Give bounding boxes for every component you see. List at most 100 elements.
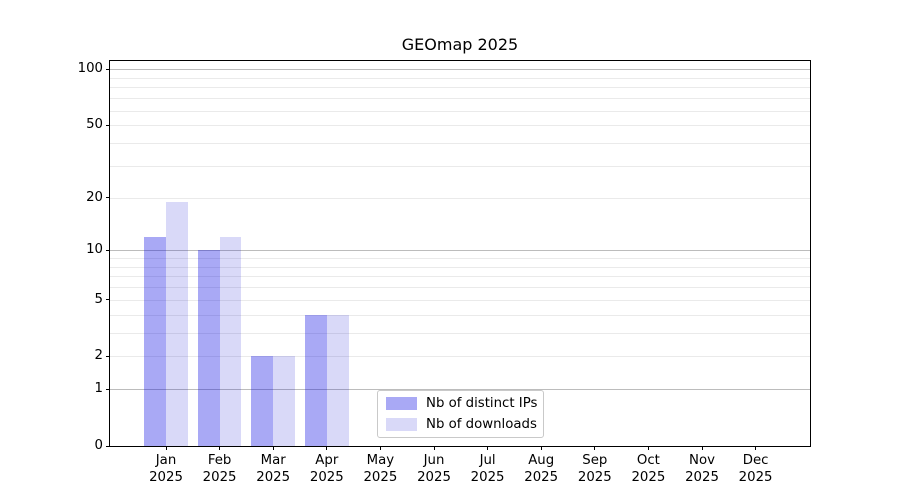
y-tick-label: 50 — [86, 117, 103, 133]
x-tick-year: 2025 — [470, 470, 505, 485]
gridline-minor — [110, 77, 810, 79]
x-tick-label: Oct 2025 — [618, 452, 678, 486]
y-tick — [106, 355, 110, 357]
x-tick-label: Nov 2025 — [672, 452, 732, 486]
gridline-minor — [110, 276, 810, 278]
x-tick-year: 2025 — [524, 470, 559, 485]
x-tick-year: 2025 — [149, 470, 183, 485]
gridline-minor — [110, 87, 810, 89]
x-tick-month: Apr — [315, 453, 339, 468]
y-tick-label: 2 — [94, 348, 103, 364]
gridline-minor — [110, 314, 810, 316]
x-tick — [272, 446, 274, 450]
bar-downloads-mar — [273, 356, 295, 446]
x-tick-year: 2025 — [417, 470, 451, 485]
gridline-major — [110, 250, 810, 252]
gridline-minor — [110, 165, 810, 167]
bar-distinct-ips-jan — [144, 236, 166, 446]
y-tick — [106, 445, 110, 447]
x-tick-month: Dec — [742, 453, 769, 468]
legend-item: Nb of downloads — [386, 417, 543, 432]
y-tick-label: 10 — [86, 242, 103, 258]
x-tick-label: Mar 2025 — [243, 452, 303, 486]
x-tick-label: May 2025 — [350, 452, 410, 486]
x-tick — [540, 446, 542, 450]
x-tick-month: Sep — [582, 453, 608, 468]
x-tick — [487, 446, 489, 450]
gridline-major — [110, 389, 810, 391]
y-tick-label: 5 — [94, 291, 103, 307]
gridline-minor — [110, 299, 810, 301]
y-tick — [106, 68, 110, 70]
x-tick-month: Feb — [207, 453, 232, 468]
gridline-minor — [110, 98, 810, 100]
y-tick — [106, 388, 110, 390]
x-tick-month: Jun — [423, 453, 445, 468]
bar-distinct-ips-feb — [197, 250, 220, 446]
y-tick-label: 100 — [77, 61, 103, 77]
gridline-minor — [110, 110, 810, 112]
legend: Nb of distinct IPs Nb of downloads — [377, 390, 544, 438]
bar-downloads-jan — [166, 201, 188, 446]
x-tick-year: 2025 — [363, 470, 398, 485]
bar-downloads-feb — [219, 236, 242, 446]
x-tick-month: Oct — [636, 453, 660, 468]
gridline-minor — [110, 332, 810, 334]
y-tick — [106, 197, 110, 199]
gridline-minor — [110, 287, 810, 289]
x-tick — [701, 446, 703, 450]
y-tick — [106, 124, 110, 126]
x-tick-year: 2025 — [256, 470, 291, 485]
x-tick-month: Jan — [155, 453, 177, 468]
bar-distinct-ips-apr — [305, 314, 327, 446]
x-tick-month: May — [366, 453, 395, 468]
x-tick — [165, 446, 167, 450]
x-tick-year: 2025 — [577, 470, 612, 485]
chart-title: GEOmap 2025 — [401, 35, 519, 54]
x-tick-year: 2025 — [685, 470, 719, 485]
x-tick-label: Jun 2025 — [404, 452, 464, 486]
legend-swatch-distinct-ips — [386, 397, 417, 410]
x-tick — [433, 446, 435, 450]
x-tick-month: Mar — [260, 453, 286, 468]
plot-area — [109, 60, 811, 447]
x-tick-label: Dec 2025 — [726, 452, 786, 486]
x-tick-label: Aug 2025 — [511, 452, 571, 486]
x-tick-label: Apr 2025 — [297, 452, 357, 486]
gridline-minor — [110, 266, 810, 268]
x-tick — [379, 446, 381, 450]
x-tick-label: Feb 2025 — [190, 452, 250, 486]
gridline-minor — [110, 125, 810, 127]
x-tick-label: Jul 2025 — [458, 452, 518, 486]
x-tick — [647, 446, 649, 450]
y-tick-label: 0 — [94, 438, 103, 453]
y-tick-label: 1 — [94, 381, 103, 397]
y-tick — [106, 299, 110, 301]
gridline-minor — [110, 143, 810, 144]
legend-label: Nb of downloads — [426, 417, 537, 432]
x-tick-label: Jan 2025 — [136, 452, 196, 486]
x-tick-year: 2025 — [202, 470, 237, 485]
x-tick-year: 2025 — [738, 470, 773, 485]
bar-distinct-ips-mar — [251, 356, 274, 446]
x-tick-month: Jul — [479, 453, 496, 468]
legend-item: Nb of distinct IPs — [386, 396, 543, 411]
gridline-minor — [110, 356, 810, 358]
x-tick — [326, 446, 328, 450]
x-tick-month: Nov — [689, 453, 715, 468]
x-tick-month: Aug — [528, 453, 555, 468]
x-tick-year: 2025 — [309, 470, 344, 485]
gridline-minor — [110, 197, 810, 199]
x-tick-year: 2025 — [631, 470, 666, 485]
x-tick-label: Sep 2025 — [565, 452, 625, 486]
legend-label: Nb of distinct IPs — [426, 396, 538, 411]
y-tick-label: 20 — [86, 189, 103, 205]
x-tick — [755, 446, 757, 450]
y-tick — [106, 249, 110, 251]
bar-downloads-apr — [326, 314, 349, 446]
x-tick — [594, 446, 596, 450]
x-tick — [219, 446, 221, 450]
gridline-major — [110, 69, 810, 71]
legend-swatch-downloads — [386, 418, 417, 431]
